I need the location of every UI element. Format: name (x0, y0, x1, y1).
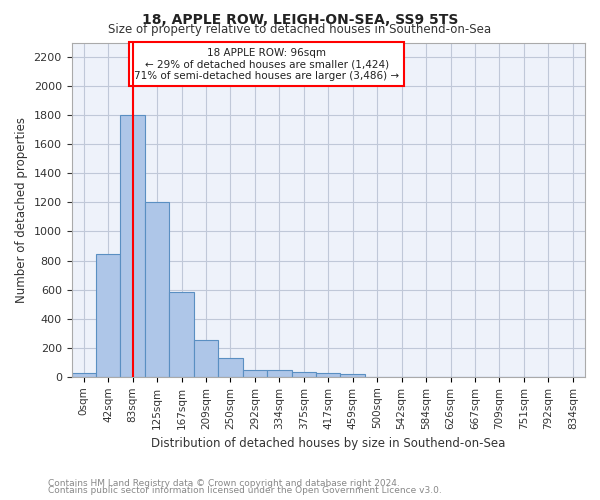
Bar (316, 373, 340, 377)
Bar (292, 372, 316, 377)
Bar (121, 115, 145, 377)
Bar (71, 373, 96, 377)
Text: Contains public sector information licensed under the Open Government Licence v3: Contains public sector information licen… (48, 486, 442, 495)
Text: 18 APPLE ROW: 96sqm
← 29% of detached houses are smaller (1,424)
71% of semi-det: 18 APPLE ROW: 96sqm ← 29% of detached ho… (134, 48, 399, 80)
Bar (96, 254, 121, 377)
X-axis label: Distribution of detached houses by size in Southend-on-Sea: Distribution of detached houses by size … (151, 437, 505, 450)
Bar (218, 358, 242, 377)
Text: 18, APPLE ROW, LEIGH-ON-SEA, SS9 5TS: 18, APPLE ROW, LEIGH-ON-SEA, SS9 5TS (142, 12, 458, 26)
Bar (169, 292, 194, 377)
Bar (242, 370, 267, 377)
Bar (145, 202, 169, 377)
Text: Contains HM Land Registry data © Crown copyright and database right 2024.: Contains HM Land Registry data © Crown c… (48, 478, 400, 488)
Bar (267, 370, 292, 377)
Bar (194, 340, 218, 377)
Bar (340, 374, 365, 377)
Y-axis label: Number of detached properties: Number of detached properties (15, 116, 28, 302)
Text: Size of property relative to detached houses in Southend-on-Sea: Size of property relative to detached ho… (109, 22, 491, 36)
